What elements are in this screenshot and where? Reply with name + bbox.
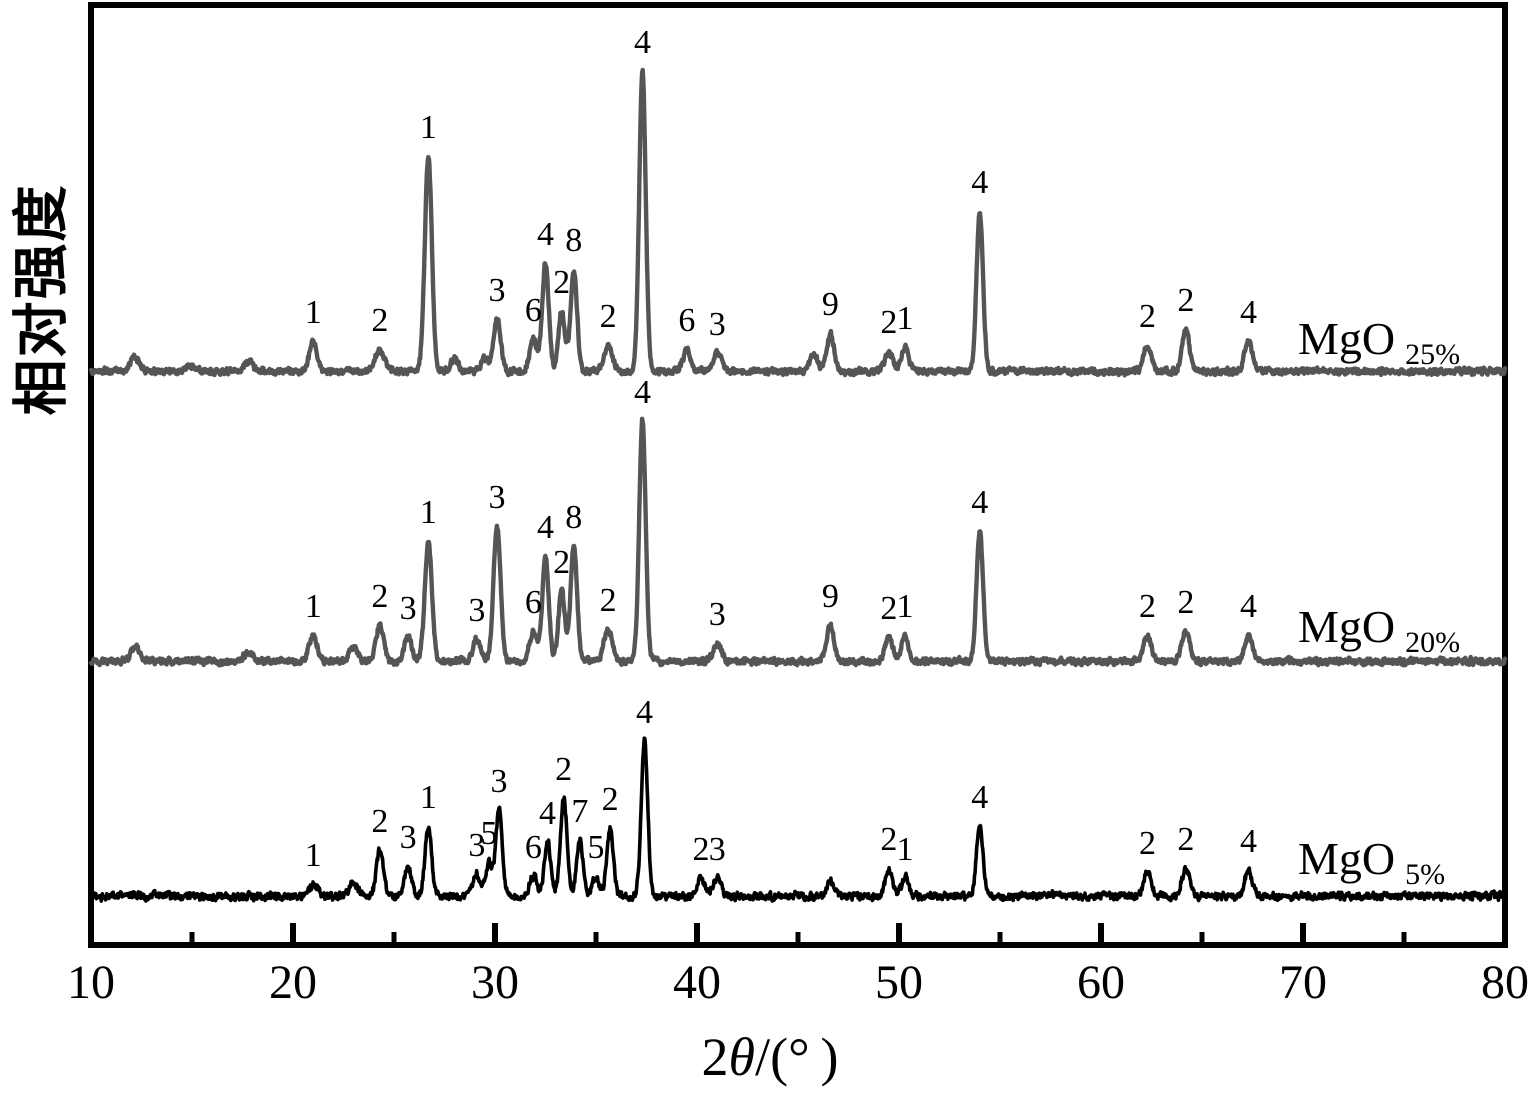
peak-label-2: 2 — [880, 590, 898, 627]
peak-label-4: 4 — [539, 795, 557, 832]
peak-label-2: 2 — [371, 803, 389, 840]
peak-label-7: 7 — [571, 793, 589, 830]
x-axis-label: 2θ/(° ) — [0, 1026, 1540, 1088]
series-label-sub: 20% — [1405, 626, 1461, 659]
peak-label-3: 3 — [399, 590, 417, 627]
peak-label-2: 2 — [880, 821, 898, 858]
peak-label-4: 4 — [633, 374, 651, 411]
theta-symbol: θ — [728, 1027, 756, 1087]
peak-label-2: 2 — [1138, 588, 1156, 625]
peak-label-5: 5 — [480, 815, 498, 852]
peak-label-1: 1 — [896, 831, 914, 868]
x-tick-label-70: 70 — [1279, 956, 1327, 1009]
peak-label-1: 1 — [896, 588, 914, 625]
peak-label-1: 1 — [419, 109, 437, 146]
peak-label-1: 1 — [419, 494, 437, 531]
peak-label-2: 2 — [692, 831, 710, 868]
series-label-main: MgO — [1298, 601, 1396, 652]
peak-label-2: 2 — [1138, 825, 1156, 862]
peak-label-4: 4 — [1239, 294, 1257, 331]
peak-label-4: 4 — [537, 216, 554, 253]
peak-label-8: 8 — [565, 499, 583, 536]
peak-label-2: 2 — [1138, 298, 1156, 335]
peak-label-3: 3 — [490, 763, 508, 800]
x-tick-label-20: 20 — [269, 956, 317, 1009]
peak-label-1: 1 — [419, 779, 437, 816]
series-label-mgo5: MgO 5% — [1298, 832, 1445, 891]
peak-label-9: 9 — [821, 578, 839, 615]
peak-label-6: 6 — [678, 302, 696, 339]
xrd-curves — [88, 67, 1508, 903]
peak-label-1: 1 — [304, 294, 322, 331]
x-tick-label-10: 10 — [67, 956, 115, 1009]
peak-label-3: 3 — [708, 596, 726, 633]
peak-label-9: 9 — [821, 286, 839, 323]
peak-label-1: 1 — [304, 837, 322, 874]
axis-ticks — [88, 923, 1508, 945]
peak-label-2: 2 — [599, 298, 617, 335]
peak-label-2: 2 — [553, 264, 571, 301]
x-tick-label-60: 60 — [1077, 956, 1125, 1009]
x-tick-label-50: 50 — [875, 956, 923, 1009]
peak-label-4: 4 — [971, 484, 989, 521]
peak-label-5: 5 — [587, 829, 605, 866]
peak-label-2: 2 — [601, 781, 619, 818]
peak-label-6: 6 — [524, 584, 542, 621]
x-axis-label-post: /(° ) — [755, 1027, 839, 1087]
peak-label-2: 2 — [599, 582, 617, 619]
peak-label-4: 4 — [971, 164, 989, 201]
peak-label-1: 1 — [896, 300, 914, 337]
peak-label-3: 3 — [708, 831, 726, 868]
peak-label-4: 4 — [633, 24, 651, 61]
plot-frame — [88, 2, 1508, 948]
x-tick-label-80: 80 — [1481, 956, 1529, 1009]
peak-label-1: 1 — [304, 588, 322, 625]
peak-label-4: 4 — [971, 779, 989, 816]
peak-label-4: 4 — [1239, 588, 1257, 625]
peak-label-2: 2 — [880, 304, 898, 341]
peak-label-3: 3 — [488, 479, 506, 516]
series-label-main: MgO — [1298, 313, 1396, 364]
peak-label-8: 8 — [565, 222, 583, 259]
peak-label-3: 3 — [468, 827, 486, 864]
peak-label-2: 2 — [371, 302, 389, 339]
peak-label-2: 2 — [1177, 821, 1195, 858]
x-tick-label-30: 30 — [471, 956, 519, 1009]
peak-label-4: 4 — [537, 509, 554, 546]
peak-label-4: 4 — [1239, 823, 1257, 860]
series-label-sub: 5% — [1405, 858, 1446, 891]
series-label-mgo20: MgO 20% — [1298, 600, 1460, 659]
peak-label-4: 4 — [635, 694, 653, 731]
series-label-sub: 25% — [1405, 338, 1461, 371]
peak-label-3: 3 — [488, 272, 506, 309]
peak-label-2: 2 — [1177, 282, 1195, 319]
x-tick-label-40: 40 — [673, 956, 721, 1009]
series-label-main: MgO — [1298, 833, 1396, 884]
peak-label-2: 2 — [555, 751, 573, 788]
peak-label-3: 3 — [399, 819, 417, 856]
x-axis-label-pre: 2 — [701, 1027, 729, 1087]
peak-label-2: 2 — [371, 578, 389, 615]
series-label-mgo25: MgO 25% — [1298, 312, 1460, 371]
peak-label-6: 6 — [524, 292, 542, 329]
peak-label-2: 2 — [553, 544, 571, 581]
peak-label-2: 2 — [1177, 584, 1195, 621]
peak-label-3: 3 — [468, 592, 486, 629]
peak-label-3: 3 — [708, 306, 726, 343]
peak-label-6: 6 — [524, 829, 542, 866]
y-axis-label: 相对强度 — [9, 183, 75, 416]
